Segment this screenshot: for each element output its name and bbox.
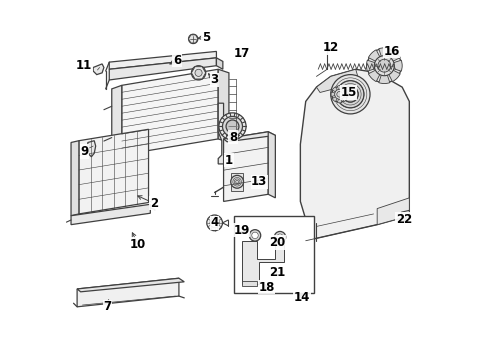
Circle shape — [343, 86, 358, 102]
Circle shape — [207, 215, 222, 231]
Wedge shape — [368, 66, 384, 82]
Bar — [243, 281, 257, 286]
Polygon shape — [93, 64, 104, 75]
Polygon shape — [377, 198, 409, 225]
Polygon shape — [192, 67, 206, 79]
Circle shape — [331, 75, 370, 114]
Text: 17: 17 — [233, 47, 249, 60]
Circle shape — [335, 89, 344, 99]
Text: 19: 19 — [233, 224, 249, 237]
Bar — [234, 216, 314, 293]
Wedge shape — [384, 60, 402, 71]
Wedge shape — [384, 50, 400, 66]
Circle shape — [274, 231, 286, 243]
Text: 5: 5 — [201, 31, 210, 44]
Circle shape — [378, 59, 391, 72]
Circle shape — [294, 283, 307, 296]
Wedge shape — [338, 86, 342, 94]
Wedge shape — [332, 94, 340, 102]
Polygon shape — [218, 69, 229, 143]
Polygon shape — [300, 69, 409, 241]
Polygon shape — [243, 241, 284, 284]
Wedge shape — [332, 87, 340, 94]
Circle shape — [226, 120, 239, 133]
Text: 3: 3 — [211, 73, 219, 86]
Text: 14: 14 — [294, 291, 310, 305]
Polygon shape — [71, 141, 79, 216]
Text: 6: 6 — [173, 54, 181, 67]
Polygon shape — [223, 132, 275, 142]
Polygon shape — [109, 51, 217, 69]
Circle shape — [367, 49, 401, 83]
Text: 10: 10 — [130, 238, 146, 251]
Polygon shape — [223, 132, 268, 202]
Wedge shape — [379, 48, 390, 66]
Circle shape — [332, 86, 347, 102]
Wedge shape — [379, 66, 390, 84]
Polygon shape — [217, 58, 223, 69]
Text: 1: 1 — [225, 154, 233, 167]
Polygon shape — [79, 129, 148, 214]
Circle shape — [337, 91, 343, 97]
Circle shape — [195, 69, 202, 76]
Text: 20: 20 — [269, 236, 285, 249]
Text: 12: 12 — [322, 41, 339, 54]
Circle shape — [296, 285, 304, 293]
Polygon shape — [109, 58, 217, 80]
Wedge shape — [338, 94, 342, 103]
Circle shape — [189, 34, 198, 44]
Polygon shape — [189, 35, 198, 43]
Polygon shape — [268, 132, 275, 198]
Wedge shape — [368, 50, 384, 66]
Text: 9: 9 — [80, 145, 88, 158]
Circle shape — [219, 113, 246, 140]
Polygon shape — [122, 69, 218, 155]
Wedge shape — [384, 66, 400, 82]
Wedge shape — [340, 92, 348, 96]
Circle shape — [192, 66, 206, 80]
Text: 15: 15 — [341, 86, 357, 99]
Circle shape — [231, 175, 244, 188]
Text: 2: 2 — [150, 197, 158, 210]
Text: 8: 8 — [229, 131, 237, 144]
Circle shape — [210, 218, 220, 228]
Text: 21: 21 — [269, 266, 285, 279]
Circle shape — [222, 116, 243, 136]
Polygon shape — [401, 210, 409, 221]
Wedge shape — [331, 92, 340, 96]
Circle shape — [194, 68, 203, 77]
Circle shape — [337, 81, 364, 108]
Circle shape — [249, 230, 261, 241]
Text: 16: 16 — [383, 45, 400, 58]
Text: 4: 4 — [211, 216, 219, 229]
Text: 11: 11 — [76, 59, 93, 72]
Polygon shape — [317, 69, 359, 93]
Polygon shape — [77, 278, 184, 292]
Text: 22: 22 — [396, 213, 412, 226]
Circle shape — [252, 232, 258, 239]
Wedge shape — [367, 60, 384, 71]
Circle shape — [277, 234, 283, 240]
Polygon shape — [112, 85, 122, 158]
Polygon shape — [88, 141, 96, 157]
Text: 13: 13 — [251, 175, 268, 188]
Polygon shape — [77, 278, 179, 307]
Text: 7: 7 — [103, 300, 112, 313]
Circle shape — [374, 56, 394, 76]
Wedge shape — [340, 94, 347, 102]
Polygon shape — [71, 204, 150, 225]
Wedge shape — [340, 87, 347, 94]
Text: 18: 18 — [258, 281, 274, 294]
Polygon shape — [218, 103, 227, 164]
Bar — [231, 173, 243, 191]
